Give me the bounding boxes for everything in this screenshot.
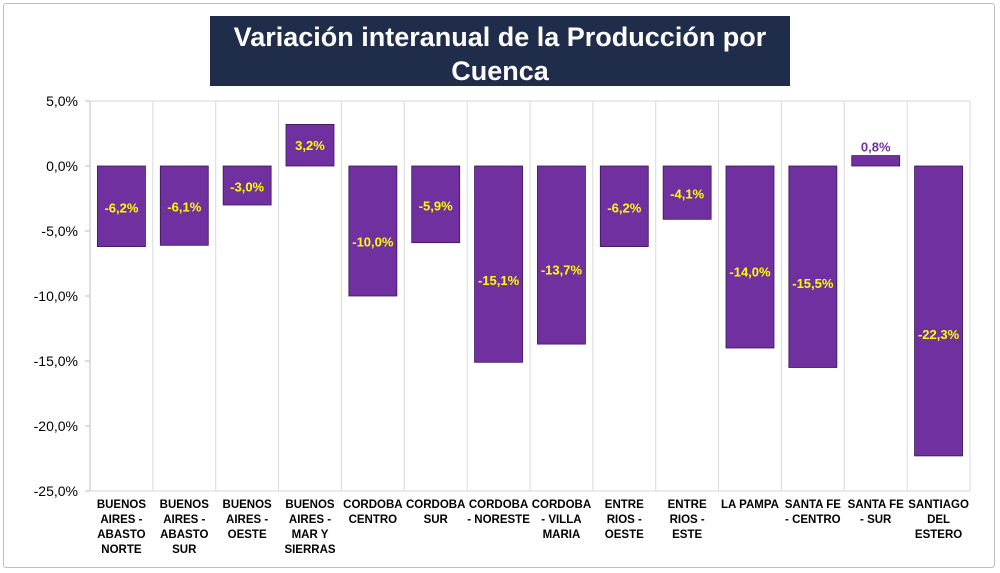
x-tick-label: ESTERO [915,529,962,541]
data-label: -15,5% [792,276,834,291]
bar [411,165,461,244]
x-tick-label: CORDOBA [343,499,402,511]
x-tick-label: CENTRO [349,514,398,526]
data-label: -3,0% [230,180,264,195]
data-label: -5,9% [419,198,453,213]
x-tick-label: - NORESTE [467,514,530,526]
data-label: -14,0% [729,265,771,280]
y-tick-label: 0,0% [46,158,78,174]
x-tick-label: ABASTO [97,529,145,541]
data-label: 0,8% [861,140,891,155]
bar [599,165,649,247]
x-tick-label: DEL [927,514,950,526]
x-tick-label: ENTRE [668,499,707,511]
x-tick-label: ENTRE [605,499,644,511]
x-tick-label: SANTIAGO [908,499,969,511]
x-tick-label: SUR [424,514,449,526]
bar [662,165,712,220]
bar [222,165,272,206]
x-tick-label: OESTE [605,529,644,541]
y-tick-label: -25,0% [34,483,78,499]
data-label: -10,0% [352,234,394,249]
x-tick-label: AIRES - [163,514,205,526]
x-tick-label: ESTE [672,529,702,541]
bar [788,165,838,368]
x-tick-label: SANTA FE [848,499,905,511]
x-tick-label: CORDOBA [469,499,528,511]
bar [97,165,146,247]
data-label: -15,1% [478,273,520,288]
x-tick-label: CORDOBA [406,499,465,511]
data-label: 3,2% [295,138,325,153]
bar [159,165,209,246]
x-tick-label: RIOS - [607,514,642,526]
x-tick-label: SANTA FE [785,499,842,511]
x-tick-label: ABASTO [160,529,208,541]
x-tick-label: - SUR [860,514,892,526]
chart-title: Variación interanual de la Producción po… [233,22,767,86]
x-tick-label: AIRES - [100,514,142,526]
x-tick-label: SUR [172,544,197,556]
bar [537,165,586,345]
bar [914,165,963,457]
x-tick-label: RIOS - [670,514,705,526]
y-tick-label: -20,0% [34,418,78,434]
y-tick-label: 5,0% [46,93,78,109]
bar [851,155,901,167]
bar [348,165,398,297]
chart-title-box: Variación interanual de la Producción po… [210,16,790,112]
data-label: -6,2% [607,200,641,215]
x-tick-label: CORDOBA [532,499,591,511]
y-tick-label: -10,0% [34,288,78,304]
x-tick-label: MAR Y [292,529,329,541]
chart-frame [3,3,995,568]
x-tick-label: BUENOS [97,499,147,511]
x-tick-label: LA PAMPA [721,499,779,511]
x-tick-label: - CENTRO [785,514,841,526]
x-tick-label: NORTE [101,544,142,556]
x-tick-label: SIERRAS [284,544,335,556]
data-label: -6,1% [167,200,201,215]
bar [474,165,523,363]
x-tick-label: MARIA [543,529,581,541]
data-label: -6,2% [104,200,138,215]
y-tick-label: -15,0% [34,353,78,369]
bar [285,124,335,167]
x-tick-label: OESTE [228,529,267,541]
data-label: -4,1% [670,187,704,202]
x-tick-label: AIRES - [289,514,331,526]
x-tick-label: AIRES - [226,514,268,526]
bar [725,165,775,349]
data-label: -22,3% [918,327,960,342]
x-tick-label: BUENOS [285,499,335,511]
x-tick-label: BUENOS [160,499,210,511]
x-tick-label: - VILLA [541,514,581,526]
data-label: -13,7% [541,262,583,277]
x-tick-label: BUENOS [223,499,273,511]
y-tick-label: -5,0% [41,223,78,239]
